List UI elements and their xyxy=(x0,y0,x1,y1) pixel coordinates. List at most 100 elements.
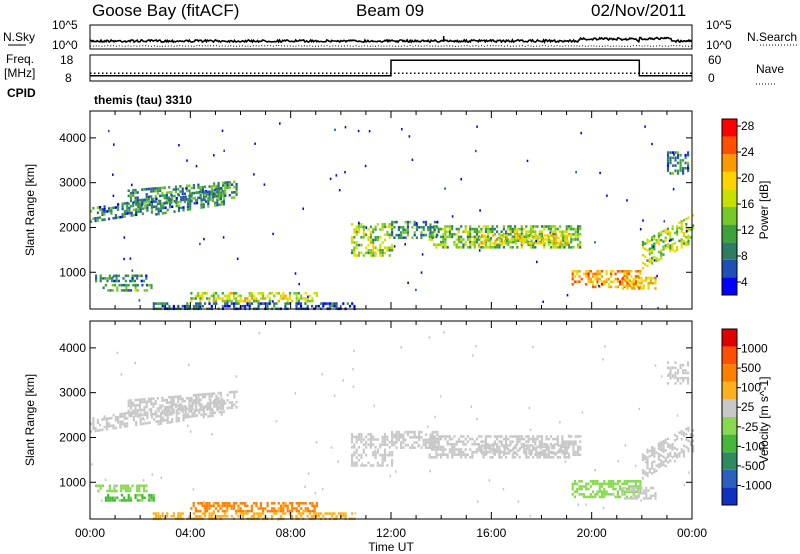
colorbar-swatch xyxy=(722,224,737,243)
colorbar-tick-label: -25 xyxy=(741,420,759,434)
x-tick-label: 04:00 xyxy=(175,526,205,540)
colorbar-swatch xyxy=(722,434,737,453)
noise-left-tick-top: 10^5 xyxy=(52,18,78,32)
colorbar-swatch xyxy=(722,171,737,190)
colorbar-swatch xyxy=(722,329,737,347)
date-title: 02/Nov/2011 xyxy=(591,1,686,20)
scatter-region-0 xyxy=(90,397,226,433)
freq-left-tick-top: 18 xyxy=(60,53,74,67)
colorbar-tick-label: 24 xyxy=(741,145,755,159)
colorbar-swatch xyxy=(722,381,737,400)
x-axis-ticks: 00:00 04:00 08:00 12:00 16:00 20:00 00:00 xyxy=(75,526,707,540)
colorbar-tick-label: 500 xyxy=(741,361,761,375)
y-tick-label: 2000 xyxy=(59,430,86,444)
y-tick-label: 4000 xyxy=(59,131,86,145)
scatter-region-11 xyxy=(621,276,657,290)
colorbar-tick-label: -100 xyxy=(741,439,765,453)
speckles xyxy=(106,122,688,310)
colorbar-swatch xyxy=(722,189,737,207)
colorbar-tick-label: 1000 xyxy=(741,342,768,356)
x-tick-label: 00:00 xyxy=(75,526,105,540)
colorbar-swatch xyxy=(722,259,737,278)
x-axis-label: Time UT xyxy=(368,540,414,554)
noise-sky-line xyxy=(89,36,693,44)
noise-right-label: N.Search xyxy=(747,30,797,44)
scatter-region-8 xyxy=(478,444,569,455)
scatter-region-11 xyxy=(621,486,657,500)
colorbar-swatch xyxy=(722,119,737,137)
y-tick-label: 1000 xyxy=(59,265,86,279)
noise-panel: N.Sky 10^5 10^0 10^5 10^0 N.Search xyxy=(3,18,797,52)
power-y-label: Slant Range [km] xyxy=(23,164,37,256)
power-colorbar: 28 24 20 16 12 8 4 xyxy=(721,118,755,296)
colorbar-frame xyxy=(721,118,738,296)
colorbar-tick-label: -500 xyxy=(741,459,765,473)
colorbar-swatch xyxy=(722,242,737,260)
colorbar-tick-label: 4 xyxy=(741,275,748,289)
scatter-region-12 xyxy=(641,214,695,270)
freq-left-label-1: Freq. xyxy=(6,52,34,66)
velocity-data xyxy=(90,331,695,521)
scatter-region-2 xyxy=(95,274,148,283)
noise-right-tick-top: 10^5 xyxy=(706,18,732,32)
colorbar-tick-label: 16 xyxy=(741,197,755,211)
power-colorbar-label: Power [dB] xyxy=(757,181,771,240)
scatter-region-8 xyxy=(478,234,569,245)
colorbar-swatch xyxy=(722,136,737,155)
colorbar-tick-label: -1000 xyxy=(741,478,772,492)
scatter-region-9 xyxy=(391,220,439,239)
x-tick-label: 00:00 xyxy=(677,526,707,540)
colorbar-frame xyxy=(721,328,738,506)
y-tick-label: 3000 xyxy=(59,176,86,190)
colorbar-swatch xyxy=(722,364,737,382)
velocity-axes: 1000 2000 3000 4000 xyxy=(59,321,693,519)
scatter-region-13 xyxy=(666,151,690,175)
colorbar-tick-label: 20 xyxy=(741,171,755,185)
beam-title: Beam 09 xyxy=(356,1,424,20)
scatter-region-1 xyxy=(127,390,238,418)
speckles xyxy=(91,331,690,521)
scatter-region-3 xyxy=(102,283,153,292)
x-tick-label: 12:00 xyxy=(376,526,406,540)
colorbar-swatch xyxy=(722,417,737,435)
cpid-label: CPID xyxy=(7,86,36,100)
scatter-region-13 xyxy=(666,361,690,385)
colorbar-swatch xyxy=(722,346,737,365)
freq-panel: Freq. [MHz] 18 8 60 0 Nave CPID themis (… xyxy=(4,52,784,107)
power-data xyxy=(90,122,695,311)
y-tick-label: 4000 xyxy=(59,341,86,355)
colorbar-swatch xyxy=(722,487,737,505)
colorbar-tick-label: 28 xyxy=(741,119,755,133)
scatter-region-1 xyxy=(127,180,238,208)
scatter-region-10 xyxy=(571,480,642,499)
scatter-region-10 xyxy=(571,270,642,289)
colorbar-swatch xyxy=(722,399,737,417)
noise-right-tick-bottom: 10^0 xyxy=(706,38,732,52)
y-tick-label: 3000 xyxy=(59,386,86,400)
noise-left-tick-bottom: 10^0 xyxy=(52,38,78,52)
velocity-colorbar-label-main: Velocity [m s^-1] xyxy=(757,377,771,464)
colorbar-swatch xyxy=(722,207,737,225)
noise-lines xyxy=(89,36,693,48)
colorbar-tick-label: 12 xyxy=(741,223,755,237)
noise-left-label: N.Sky xyxy=(3,30,35,44)
freq-right-tick-top: 60 xyxy=(708,53,722,67)
scatter-region-2 xyxy=(95,484,148,493)
colorbar-tick-label: 8 xyxy=(741,249,748,263)
nave-label: Nave xyxy=(756,62,784,76)
noise-search-line xyxy=(89,44,693,48)
scatter-region-7 xyxy=(428,435,582,459)
scatter-region-6 xyxy=(350,433,394,467)
colorbar-swatch xyxy=(722,452,737,470)
y-tick-label: 2000 xyxy=(59,220,86,234)
velocity-colorbar-label: Velocity [m s^-1] xyxy=(757,377,771,464)
velocity-panel: 1000 2000 3000 4000 Slant Range [km] 1000 50… xyxy=(23,320,772,521)
scatter-region-4 xyxy=(190,292,318,303)
scatter-region-6 xyxy=(350,223,394,257)
x-tick-label: 08:00 xyxy=(276,526,306,540)
scatter-region-3 xyxy=(104,493,155,502)
power-axes: 1000 2000 3000 4000 xyxy=(59,111,693,309)
velocity-colorbar: 1000 500 100 25 -25 -100 -500 -1000 xyxy=(721,328,772,506)
freq-left-tick-bottom: 8 xyxy=(65,71,72,85)
scatter-region-4 xyxy=(190,502,318,513)
